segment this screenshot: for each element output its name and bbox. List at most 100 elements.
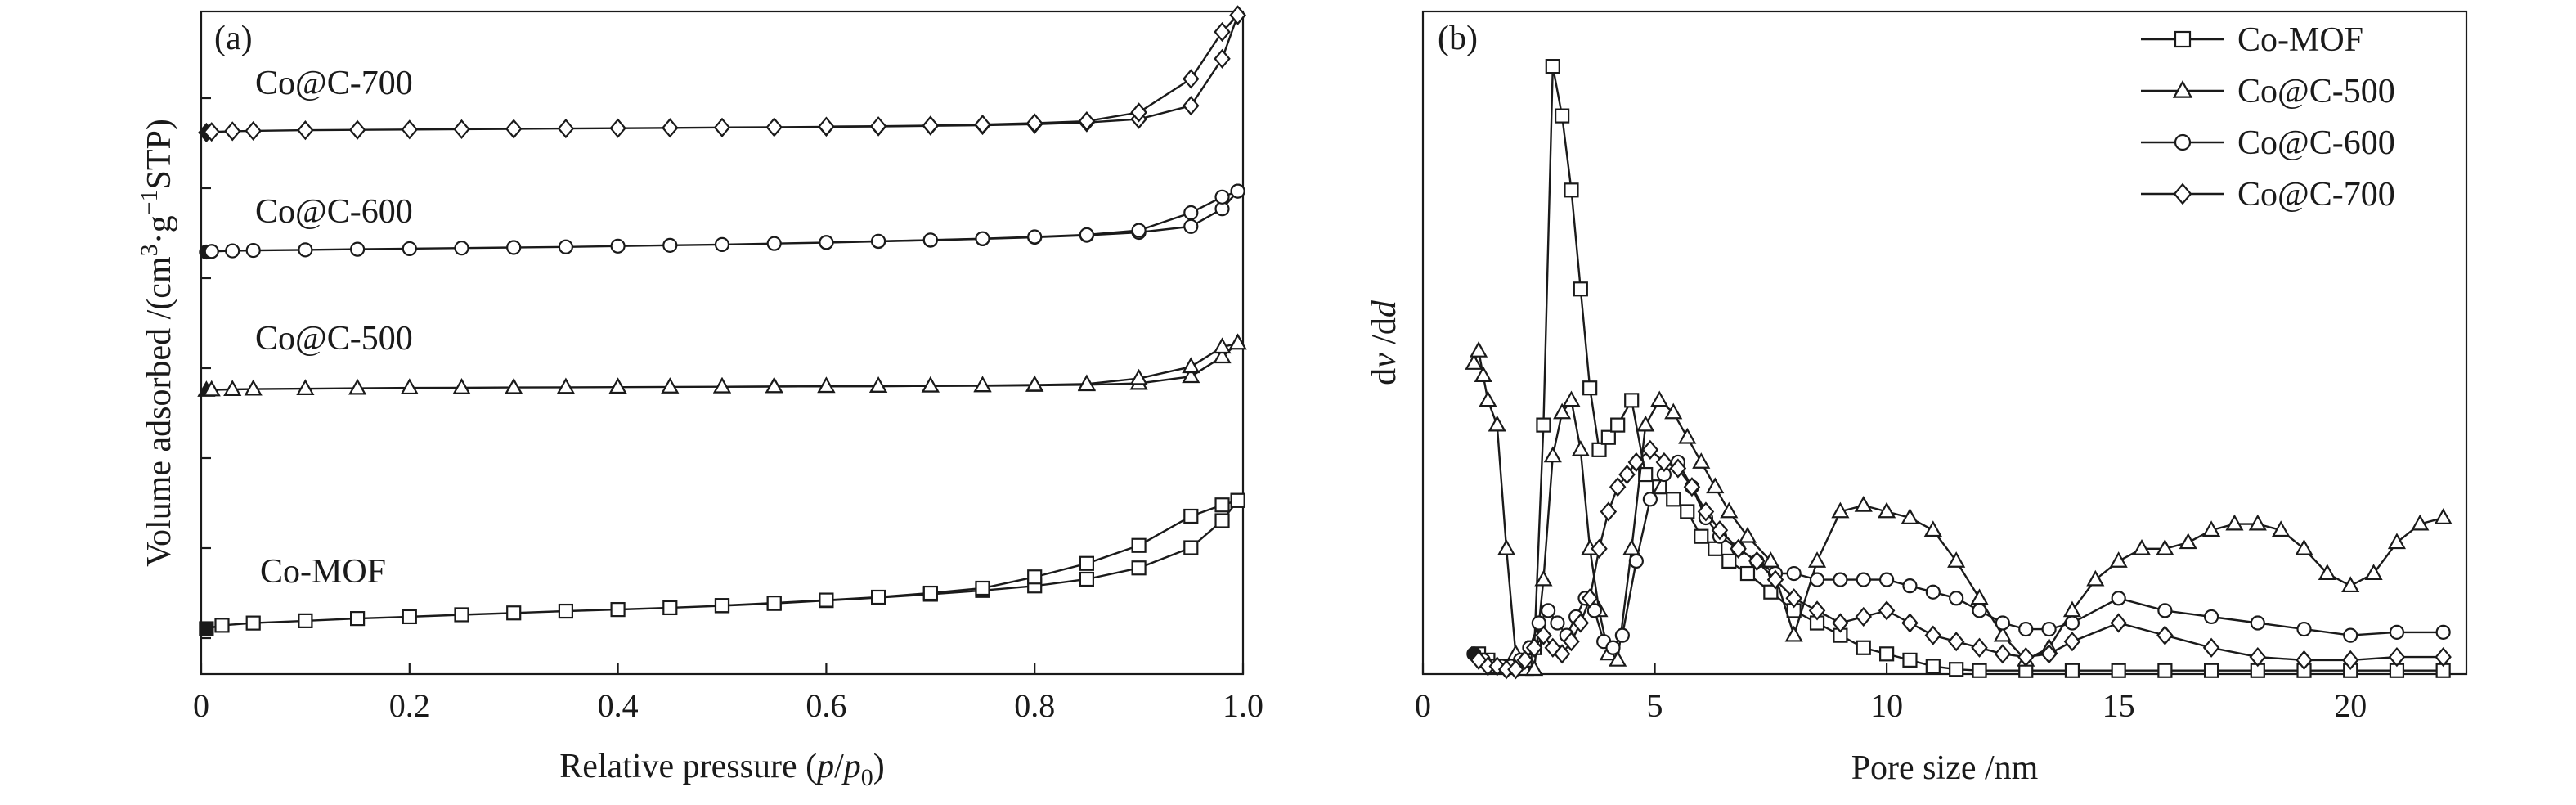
panel-a-series-co-c-600 bbox=[199, 183, 1245, 260]
adsorption-point bbox=[402, 241, 417, 257]
adsorption-point bbox=[454, 607, 469, 623]
data-point bbox=[1680, 504, 1695, 519]
data-point bbox=[1692, 452, 1711, 469]
panel-a-x-tick-label: 0.2 bbox=[389, 687, 430, 724]
data-point bbox=[1610, 417, 1626, 433]
desorption-point bbox=[1183, 508, 1199, 524]
panel-a-chart: (a) 0 0.2 0.4 0.6 0.8 1.0 Co-MOF Co@C-500 Co@C-… bbox=[136, 5, 1263, 791]
panel-a-series bbox=[197, 5, 1247, 636]
data-point bbox=[2388, 646, 2406, 668]
panel-a-series-co-c-700 bbox=[198, 5, 1246, 143]
panel-a-x-ticks: 0 0.2 0.4 0.6 0.8 1.0 bbox=[193, 663, 1263, 724]
data-point bbox=[1545, 59, 1560, 74]
desorption-point bbox=[1129, 368, 1148, 385]
data-point bbox=[1902, 578, 1918, 594]
data-point bbox=[2435, 624, 2451, 640]
data-point bbox=[1972, 663, 1987, 678]
adsorption-point bbox=[766, 236, 782, 251]
desorption-line bbox=[826, 190, 1239, 244]
panel-b-x-ticks: 0 5 10 15 20 bbox=[1415, 663, 2367, 724]
desorption-point bbox=[819, 235, 834, 250]
data-point bbox=[1586, 603, 1602, 618]
data-point bbox=[1878, 501, 1896, 519]
adsorption-point bbox=[557, 118, 575, 139]
panel-b-x-tick-label: 20 bbox=[2334, 687, 2367, 724]
series-line bbox=[1473, 347, 2444, 671]
data-point bbox=[2132, 538, 2152, 555]
desorption-point bbox=[922, 585, 938, 601]
desorption-point bbox=[1025, 113, 1043, 133]
desorption-point bbox=[1229, 5, 1246, 25]
data-point bbox=[2411, 514, 2430, 531]
data-point bbox=[1784, 625, 1803, 642]
panel-b-chart: (b) 0 5 10 15 20 Co-MOF Co@C-500 Co@C-600 Co@C-… bbox=[1366, 10, 2468, 787]
adsorption-point bbox=[348, 378, 367, 395]
data-point bbox=[1763, 584, 1779, 600]
legend-item: Co@C-600 bbox=[2141, 124, 2395, 162]
data-point bbox=[1949, 662, 1964, 677]
desorption-point bbox=[922, 115, 940, 136]
data-point bbox=[1624, 393, 1640, 408]
data-point bbox=[1564, 182, 1579, 198]
data-point bbox=[2018, 621, 2034, 637]
data-point bbox=[1614, 627, 1630, 643]
desorption-point bbox=[1213, 337, 1232, 354]
data-point bbox=[1666, 492, 1681, 507]
adsorption-point bbox=[505, 119, 523, 139]
panel-a-y-ticks bbox=[201, 97, 211, 640]
data-point bbox=[1618, 464, 1636, 485]
desorption-point bbox=[1182, 357, 1200, 374]
data-point bbox=[2157, 603, 2173, 618]
data-point bbox=[2017, 646, 2035, 668]
adsorption-point bbox=[1214, 513, 1230, 528]
desorption-point bbox=[818, 116, 835, 137]
panel-a-series-co-c-500 bbox=[197, 333, 1247, 397]
data-point bbox=[1879, 572, 1895, 587]
data-point bbox=[2318, 564, 2336, 580]
data-point bbox=[1831, 501, 1850, 519]
legend-item: Co@C-500 bbox=[2141, 73, 2395, 110]
panel-b-y-axis-title: dv /dd bbox=[1366, 299, 1403, 385]
desorption-point bbox=[921, 376, 940, 393]
adsorption-point bbox=[558, 239, 574, 254]
desorption-point bbox=[714, 598, 730, 614]
adsorption-point bbox=[506, 605, 522, 621]
panel-a-series-label: Co-MOF bbox=[260, 553, 386, 591]
adsorption-point bbox=[1131, 560, 1147, 576]
data-point bbox=[2202, 520, 2221, 537]
data-point bbox=[1497, 538, 1516, 555]
data-point bbox=[2387, 533, 2407, 550]
data-point bbox=[2202, 637, 2220, 658]
data-point bbox=[1555, 108, 1570, 124]
data-point bbox=[1721, 553, 1737, 569]
desorption-point bbox=[1079, 227, 1095, 242]
data-point bbox=[1730, 538, 1747, 559]
desorption-point bbox=[765, 376, 783, 394]
adsorption-point bbox=[199, 621, 214, 636]
data-point bbox=[1609, 650, 1627, 667]
panel-a-series-label: Co@C-600 bbox=[255, 193, 413, 231]
data-point bbox=[1971, 637, 1988, 658]
adsorption-point bbox=[662, 118, 679, 138]
adsorption-point bbox=[454, 241, 469, 256]
legend-marker bbox=[2172, 79, 2193, 98]
adsorption-point bbox=[202, 380, 221, 397]
data-point bbox=[1708, 541, 1723, 556]
data-point bbox=[2111, 663, 2126, 678]
data-point bbox=[1739, 565, 1756, 582]
data-point bbox=[1993, 625, 2012, 642]
legend-marker bbox=[2173, 182, 2192, 205]
desorption-point bbox=[1078, 110, 1096, 132]
adsorption-point bbox=[401, 119, 419, 140]
desorption-line bbox=[721, 342, 1238, 388]
data-point bbox=[1553, 402, 1572, 420]
panel-a-x-tick-label: 0.6 bbox=[806, 687, 846, 724]
data-point bbox=[1581, 588, 1599, 609]
adsorption-point bbox=[506, 240, 522, 255]
data-point bbox=[2041, 621, 2057, 637]
data-point bbox=[2435, 646, 2452, 668]
data-point bbox=[1627, 452, 1645, 473]
data-point bbox=[1600, 501, 1618, 522]
adsorption-line bbox=[206, 342, 1239, 392]
legend-label: Co@C-500 bbox=[2237, 73, 2395, 110]
